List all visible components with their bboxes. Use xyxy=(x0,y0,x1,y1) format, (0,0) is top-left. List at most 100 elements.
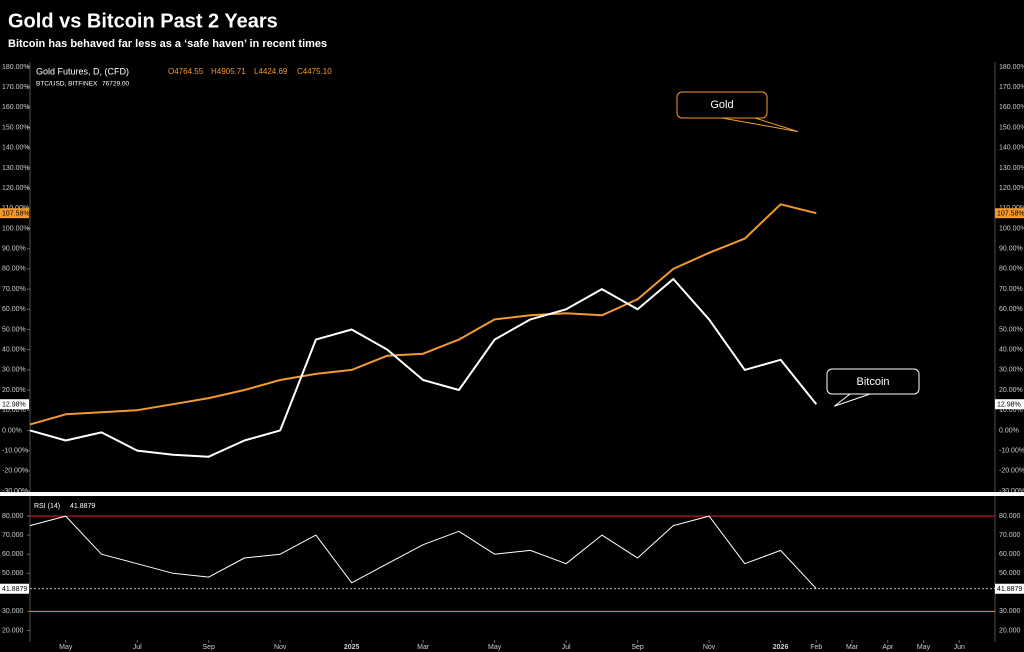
y-tick-label: -30.00% xyxy=(999,488,1024,495)
x-tick-label: Nov xyxy=(703,644,716,651)
y-tick-label: 60.00% xyxy=(2,306,26,313)
annotation: Bitcoin xyxy=(856,376,889,388)
y-tick-label: 120.00% xyxy=(999,185,1024,192)
y-tick-label: 30.000 xyxy=(2,608,24,615)
series-line xyxy=(29,515,817,590)
last-value-label: 41.8879 xyxy=(2,586,27,593)
y-tick-label: 40.00% xyxy=(999,347,1023,354)
annotation: Gold xyxy=(710,99,733,111)
last-value-label: 107.58% xyxy=(997,211,1024,218)
chart-title: Gold vs Bitcoin Past 2 Years xyxy=(8,10,278,32)
y-tick-label: 0.00% xyxy=(999,427,1019,434)
pane-separator xyxy=(0,492,1024,496)
y-tick-label: 40.00% xyxy=(2,347,26,354)
y-tick-label: 180.00% xyxy=(999,64,1024,71)
y-tick-label: 20.000 xyxy=(999,627,1021,634)
y-tick-label: -10.00% xyxy=(2,447,28,454)
chart-subtitle: Bitcoin has behaved far less as a ‘safe … xyxy=(8,38,327,50)
x-tick-label: Apr xyxy=(882,644,894,651)
y-tick-label: 130.00% xyxy=(999,165,1024,172)
callout-pointer xyxy=(721,117,799,133)
callout-box xyxy=(826,368,920,395)
y-tick-label: 70.000 xyxy=(2,532,24,539)
last-value-label: 107.58% xyxy=(2,211,30,218)
legend-quote: L4424.69 xyxy=(254,67,288,76)
last-value-label: 12.98% xyxy=(997,402,1021,409)
last-value-box xyxy=(0,208,29,219)
x-tick-label: Jul xyxy=(562,644,571,651)
y-tick-label: -30.00% xyxy=(2,488,28,495)
y-tick-label: 180.00% xyxy=(2,64,30,71)
last-value-box xyxy=(995,208,1024,219)
x-tick-label: May xyxy=(59,644,73,651)
y-tick-label: 150.00% xyxy=(999,124,1024,131)
y-tick-label: 170.00% xyxy=(999,84,1024,91)
y-tick-label: 90.00% xyxy=(999,246,1023,253)
y-tick-label: 20.00% xyxy=(999,387,1023,394)
x-tick-label: Sep xyxy=(631,644,644,651)
y-tick-label: 50.000 xyxy=(999,570,1021,577)
legend-quote: H4905.71 xyxy=(211,67,246,76)
last-value-label: 12.98% xyxy=(2,402,26,409)
legend-entry: RSI (14) xyxy=(34,503,60,510)
legend-entry: BTC/USD, BITFINEX xyxy=(36,81,98,88)
y-tick-label: 60.000 xyxy=(999,551,1021,558)
y-tick-label: 60.00% xyxy=(999,306,1023,313)
y-tick-label: 80.000 xyxy=(999,513,1021,520)
series-line xyxy=(29,203,817,426)
y-tick-label: 130.00% xyxy=(2,165,30,172)
y-tick-label: 10.00% xyxy=(2,407,26,414)
legend-quote: 76729.00 xyxy=(102,81,129,88)
legend-entry: Gold Futures, D, (CFD) xyxy=(36,66,129,76)
y-tick-label: 50.00% xyxy=(2,326,26,333)
legend-quote: C4475.10 xyxy=(297,67,332,76)
y-tick-label: 170.00% xyxy=(2,84,30,91)
y-tick-label: 0.00% xyxy=(2,427,22,434)
x-tick-label: Mar xyxy=(846,644,859,651)
y-tick-label: 100.00% xyxy=(2,225,30,232)
y-tick-label: 100.00% xyxy=(999,225,1024,232)
last-value-box xyxy=(995,583,1024,594)
x-tick-label: 2026 xyxy=(773,644,789,651)
y-tick-label: 70.00% xyxy=(999,286,1023,293)
y-tick-label: 70.000 xyxy=(999,532,1021,539)
y-tick-label: 60.000 xyxy=(2,551,24,558)
y-tick-label: 160.00% xyxy=(999,104,1024,111)
y-tick-label: 80.00% xyxy=(2,266,26,273)
y-tick-label: 160.00% xyxy=(2,104,30,111)
y-tick-label: 120.00% xyxy=(2,185,30,192)
y-tick-label: 70.00% xyxy=(2,286,26,293)
x-tick-label: Feb xyxy=(810,644,822,651)
callout-pointer xyxy=(833,393,871,407)
y-tick-label: 140.00% xyxy=(999,145,1024,152)
last-value-label: 41.8879 xyxy=(997,586,1022,593)
last-value-box xyxy=(0,399,29,410)
y-tick-label: 10.00% xyxy=(999,407,1023,414)
y-tick-label: -20.00% xyxy=(2,468,28,475)
x-tick-label: Mar xyxy=(417,644,430,651)
y-tick-label: 80.00% xyxy=(999,266,1023,273)
x-tick-label: Jun xyxy=(954,644,965,651)
x-tick-label: Sep xyxy=(202,644,215,651)
y-tick-label: 50.000 xyxy=(2,570,24,577)
y-tick-label: 90.00% xyxy=(2,246,26,253)
y-tick-label: 20.000 xyxy=(2,627,24,634)
y-tick-label: 20.00% xyxy=(2,387,26,394)
y-tick-label: 30.000 xyxy=(999,608,1021,615)
y-tick-label: 80.000 xyxy=(2,513,24,520)
legend-quote: 41.8879 xyxy=(70,503,95,510)
y-tick-label: -20.00% xyxy=(999,468,1024,475)
x-tick-label: Nov xyxy=(274,644,287,651)
y-tick-label: 30.00% xyxy=(999,367,1023,374)
y-tick-label: 140.00% xyxy=(2,145,30,152)
y-tick-label: 30.00% xyxy=(2,367,26,374)
y-tick-label: 50.00% xyxy=(999,326,1023,333)
series-line xyxy=(29,278,818,458)
y-tick-label: -10.00% xyxy=(999,447,1024,454)
x-tick-label: May xyxy=(488,644,502,651)
x-tick-label: 2025 xyxy=(344,644,360,651)
x-tick-label: Jul xyxy=(133,644,142,651)
y-tick-label: 150.00% xyxy=(2,124,30,131)
